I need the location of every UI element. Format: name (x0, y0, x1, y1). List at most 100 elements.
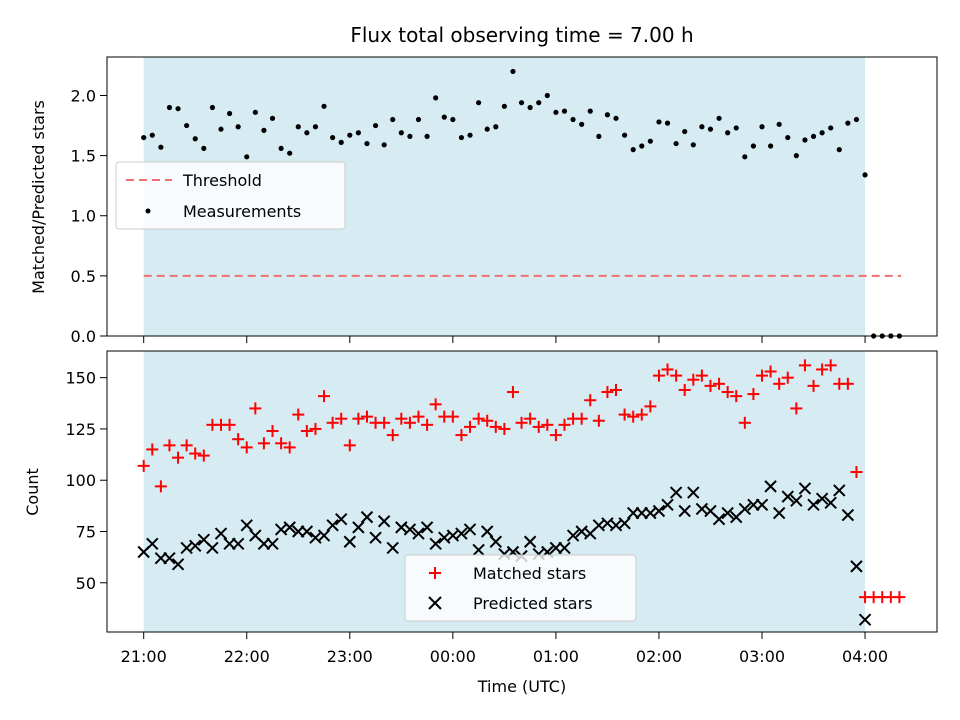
legend-matched-swatch (429, 567, 441, 579)
predicted-stars-point (764, 480, 777, 493)
predicted-stars-point (850, 560, 863, 573)
legend-matched-label: Matched stars (473, 564, 586, 583)
matched-stars-point (360, 410, 373, 423)
top-plot-frame (106, 56, 938, 337)
matched-stars-point (335, 412, 348, 425)
measurement-point (707, 126, 714, 132)
measurement-point (450, 116, 456, 123)
matched-stars-point (429, 398, 442, 411)
matched-stars-point (541, 418, 554, 431)
measurement-point (493, 124, 499, 130)
measurement-point (501, 103, 507, 109)
bottom-y-axis-label: Count (23, 468, 42, 516)
matched-stars-point (798, 359, 811, 372)
matched-stars-point (652, 369, 665, 382)
measurement-point (742, 154, 748, 160)
matched-stars-point (395, 412, 408, 425)
x-tick-label: 21:00 (121, 647, 167, 666)
measurement-point (647, 138, 653, 144)
predicted-stars-point (335, 512, 348, 526)
measurement-point (776, 121, 782, 127)
matched-stars-points (137, 359, 906, 604)
predicted-stars-point (815, 492, 829, 505)
measurement-point (664, 120, 671, 126)
predicted-stars-point (472, 543, 485, 557)
measurement-point (759, 124, 765, 130)
predicted-stars-point (377, 515, 391, 528)
predicted-stars-point (429, 537, 442, 551)
measurement-point (433, 95, 439, 101)
top-y-tick-label: 2.0 (71, 86, 96, 105)
matched-stars-point (627, 410, 640, 423)
matched-stars-point (807, 379, 820, 392)
predicted-stars-point (772, 506, 786, 520)
matched-stars-point (730, 390, 743, 403)
measurement-point (785, 134, 791, 141)
matched-stars-point (704, 379, 717, 392)
matched-stars-point (189, 447, 202, 460)
measurement-point (682, 128, 688, 135)
matched-stars-point (472, 412, 485, 425)
predicted-stars-point (833, 484, 846, 497)
measurement-point (639, 143, 645, 149)
legend-measurements-label: Measurements (183, 202, 301, 221)
predicted-stars-point (420, 521, 434, 534)
measurement-point (278, 145, 284, 151)
matched-stars-point (601, 386, 614, 399)
legend-predicted-swatch (428, 596, 442, 610)
measurement-point (415, 116, 422, 123)
measurement-point (553, 109, 559, 115)
bottom-panel: 50 75 100 125 150 21:00 22:00 23:00 00:00 01:00 0… (23, 350, 938, 696)
measurement-point (141, 134, 147, 141)
matched-stars-point (180, 439, 193, 452)
x-tick-label: 02:00 (636, 647, 682, 666)
x-tick-label: 01:00 (533, 647, 579, 666)
measurement-point (209, 104, 215, 111)
predicted-stars-point (661, 498, 674, 512)
x-axis-label: Time (UTC) (477, 677, 566, 696)
bottom-x-axis: 21:00 22:00 23:00 00:00 01:00 02:00 03:00 04:00 (121, 632, 888, 666)
matched-stars-point (592, 414, 605, 427)
measurement-point (836, 146, 842, 153)
measurement-point (175, 106, 181, 112)
top-y-tick-label: 1.5 (71, 147, 96, 166)
legend-measurements-swatch (145, 208, 151, 214)
predicted-stars-point (678, 504, 691, 518)
measurement-point (587, 108, 593, 114)
x-tick-label: 04:00 (842, 647, 888, 666)
measurement-point (810, 133, 817, 139)
measurement-point (364, 140, 370, 147)
matched-stars-point (756, 369, 768, 382)
measurement-point (381, 142, 387, 148)
matched-stars-point (747, 388, 760, 401)
predicted-stars-point (669, 486, 683, 499)
matched-stars-point (790, 402, 803, 415)
measurement-point (287, 150, 293, 156)
predicted-stars-point (231, 537, 245, 551)
matched-stars-point (240, 441, 253, 454)
measurement-point (192, 136, 198, 142)
bottom-y-tick-label: 125 (65, 420, 96, 439)
measurement-point (570, 116, 576, 123)
measurement-point (622, 132, 628, 138)
measurement-point (484, 126, 490, 132)
measurement-point (458, 134, 465, 141)
x-tick-label: 03:00 (739, 647, 785, 666)
x-tick-label: 00:00 (430, 647, 476, 666)
matched-stars-point (824, 359, 837, 372)
matched-stars-point (378, 416, 391, 429)
predicted-stars-point (412, 527, 425, 540)
matched-stars-point (455, 429, 468, 442)
measurement-point (269, 115, 276, 121)
matched-stars-point (515, 416, 528, 429)
bottom-y-tick-label: 75 (76, 522, 96, 541)
predicted-stars-point (798, 482, 812, 495)
x-tick-label: 22:00 (224, 647, 270, 666)
measurement-point (372, 122, 379, 129)
matched-stars-point (257, 437, 270, 450)
measurement-point (690, 142, 696, 148)
measurement-point (441, 114, 447, 120)
x-tick-label: 23:00 (327, 647, 373, 666)
matched-stars-point (524, 412, 537, 425)
measurement-point (596, 133, 602, 139)
